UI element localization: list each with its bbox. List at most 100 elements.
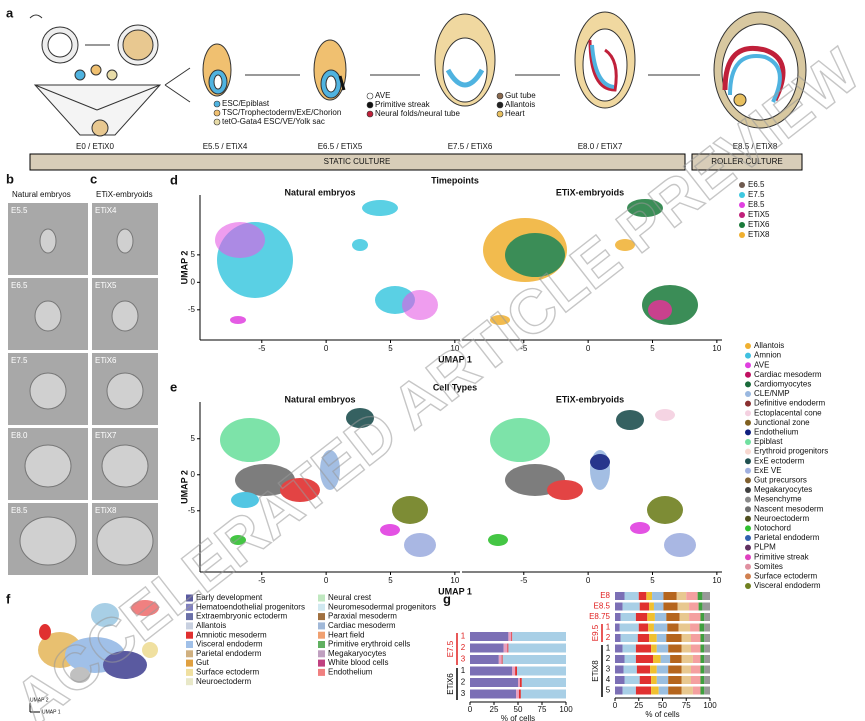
- plot-title: ETiX-embryoids: [556, 187, 624, 197]
- panel-letter: f: [6, 591, 11, 606]
- bar-segment: [622, 644, 636, 653]
- embryo: [19, 516, 77, 566]
- bar-segment: [470, 632, 509, 641]
- legend-label: E7.5: [748, 190, 765, 199]
- bar-segment: [647, 613, 655, 621]
- legend-label: Primitive streak: [375, 100, 431, 109]
- bar-segment: [704, 655, 710, 663]
- bar-segment: [515, 666, 518, 676]
- bar-segment: [615, 655, 625, 663]
- bar-segment: [502, 655, 566, 664]
- legend-swatch: [745, 544, 751, 551]
- bar-segment: [516, 689, 519, 699]
- legend-label: Endothelium: [328, 668, 373, 677]
- bar-segment: [697, 592, 703, 600]
- legend-label: AVE: [754, 360, 769, 369]
- legend-label: Amniotic mesoderm: [196, 630, 267, 639]
- legend-label: Gut precursors: [754, 476, 807, 485]
- x-tick-label: 5: [650, 344, 655, 353]
- legend-label: Neural crest: [328, 593, 372, 602]
- bar-segment: [635, 686, 652, 695]
- axis-label: UMAP 1: [42, 709, 61, 715]
- legend-label: Notochord: [754, 524, 791, 533]
- legend-swatch: [745, 477, 751, 484]
- x-axis-label: % of cells: [501, 714, 535, 721]
- x-tick-label: 25: [490, 705, 499, 714]
- legend-swatch: [213, 118, 221, 126]
- legend-swatch: [745, 554, 751, 561]
- bar-label: 4: [606, 675, 611, 684]
- bar-label: 1: [606, 644, 611, 653]
- bar-segment: [692, 686, 701, 695]
- legend-swatch: [745, 381, 751, 388]
- legend-label: Megakaryocytes: [328, 649, 386, 658]
- legend-swatch: [745, 429, 751, 436]
- bar-segment: [700, 644, 705, 653]
- bar-segment: [689, 613, 701, 621]
- bar-segment: [651, 644, 657, 653]
- bar-segment: [639, 676, 652, 684]
- stage-label: E0 / ETiX0: [76, 142, 114, 151]
- y-tick-label: 0: [191, 277, 196, 286]
- embryo: [34, 300, 62, 332]
- bar-segment: [700, 634, 705, 642]
- bar-segment: [512, 666, 516, 676]
- legend-swatch: [186, 641, 193, 648]
- legend-label: E6.5: [748, 180, 765, 189]
- bar-segment: [615, 634, 621, 642]
- legend-swatch: [318, 641, 325, 648]
- bar-segment: [470, 678, 518, 687]
- bar-segment: [518, 678, 520, 687]
- bar-segment: [653, 623, 668, 632]
- bar-segment: [615, 665, 624, 674]
- legend-label: Surface ectoderm: [754, 572, 817, 581]
- legend-label: ETiX5: [748, 210, 770, 219]
- umap-d: [215, 199, 698, 325]
- bar-segment: [656, 634, 667, 642]
- group-label: ETiX6: [446, 673, 455, 695]
- legend-swatch: [739, 182, 745, 188]
- bar-label: 1: [606, 623, 611, 632]
- legend-label: White blood cells: [328, 658, 388, 667]
- legend-label: Amnion: [754, 351, 781, 360]
- legend-swatch: [739, 232, 745, 238]
- x-tick-label: 0: [613, 701, 618, 710]
- bar-segment: [623, 665, 637, 674]
- bar-label: 1: [461, 666, 466, 675]
- embryo: [106, 372, 144, 410]
- x-tick-label: 10: [712, 344, 721, 353]
- legend-swatch: [186, 678, 193, 686]
- y-axis-label: UMAP 2: [179, 251, 189, 285]
- stage-label: E7.5 / ETiX6: [448, 142, 493, 151]
- legend-label: ETiX6: [748, 220, 770, 229]
- legend-label: Visceral endoderm: [754, 581, 821, 590]
- y-tick-label: 5: [191, 250, 196, 259]
- legend-label: Neural folds/neural tube: [375, 109, 460, 118]
- bar-segment: [615, 592, 625, 600]
- x-tick-label: -5: [520, 344, 528, 353]
- bar-label: 2: [606, 633, 611, 642]
- image-label: ETiX5: [95, 281, 117, 290]
- bar-segment: [615, 676, 625, 684]
- bar-segment: [681, 676, 691, 684]
- plot-title: Natural embryos: [284, 187, 355, 197]
- legend-swatch: [739, 212, 745, 218]
- legend-swatch: [318, 650, 325, 658]
- plot-title: Natural embryos: [284, 394, 355, 404]
- bar-segment: [704, 676, 710, 684]
- bar-segment: [639, 602, 650, 611]
- x-tick-label: 75: [682, 701, 691, 710]
- legend-label: Cardiac mesoderm: [754, 370, 822, 379]
- bar-segment: [668, 676, 682, 684]
- image-label: E6.5: [11, 281, 28, 290]
- bar-segment: [622, 602, 640, 611]
- legend-label: Somites: [754, 562, 783, 571]
- bar-segment: [679, 613, 690, 621]
- bar-segment: [700, 665, 705, 674]
- legend-label: Mesenchyme: [754, 495, 802, 504]
- bar-label: 3: [606, 665, 611, 674]
- legend-label: Allantois: [754, 341, 784, 350]
- bar-segment: [668, 686, 682, 695]
- legend-swatch: [745, 487, 751, 493]
- bar-segment: [652, 592, 664, 600]
